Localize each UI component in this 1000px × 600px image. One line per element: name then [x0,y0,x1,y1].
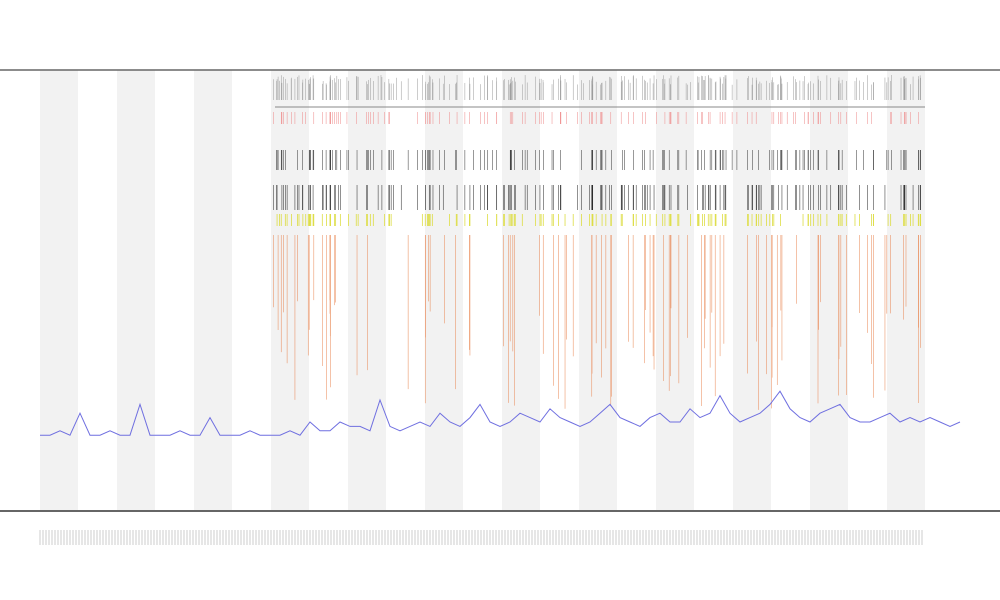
stripe [810,70,848,510]
stripe [425,70,463,510]
stripe [656,70,694,510]
stripe [348,70,386,510]
stripe [733,70,771,510]
stripe [117,70,155,510]
trace-line [40,390,961,436]
background-stripes [40,70,925,510]
stripe [502,70,540,510]
stripe [194,70,232,510]
event-lines [273,75,922,410]
stripe [271,70,309,510]
x-label-strip [39,530,923,545]
stripe [40,70,78,510]
